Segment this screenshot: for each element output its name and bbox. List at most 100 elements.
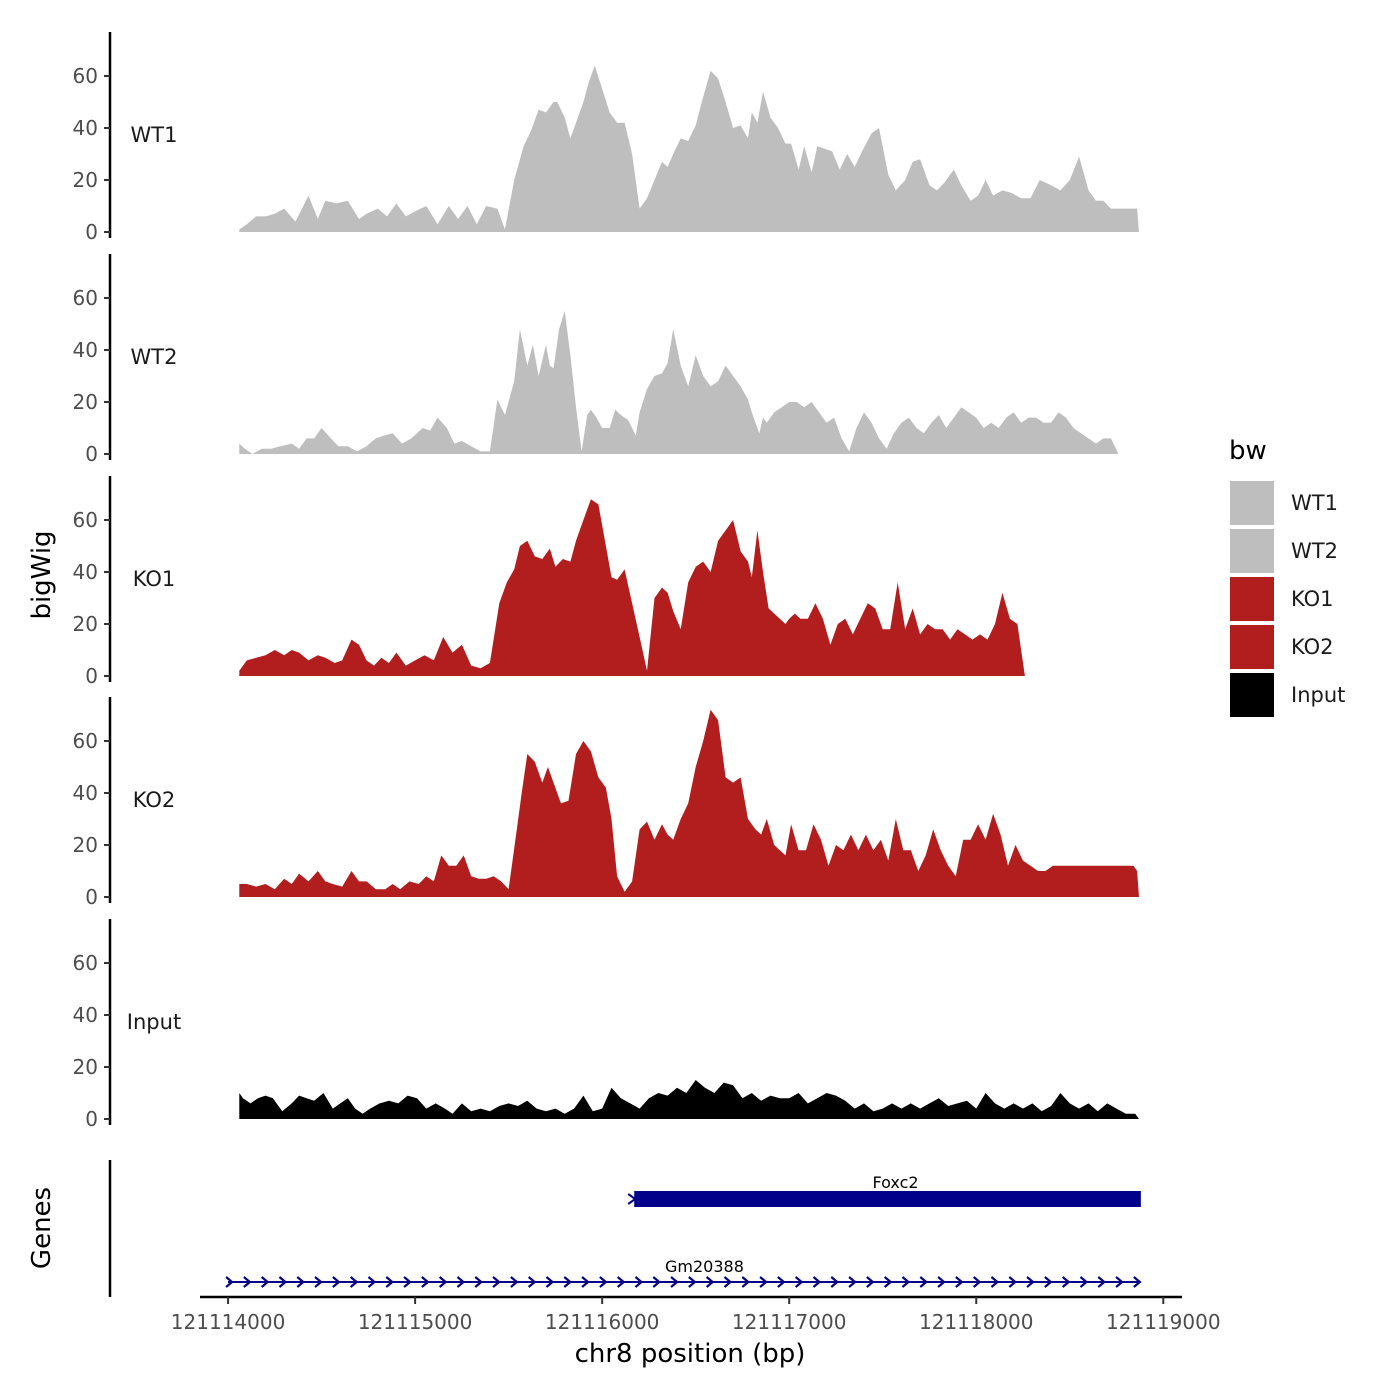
gene-track: Foxc2 Gm20388 — [108, 1160, 1142, 1297]
signal-area — [239, 499, 1140, 676]
gene-foxc2: Foxc2 — [627, 1173, 1141, 1207]
strand-arrow — [901, 1276, 911, 1288]
y-tick-label: 0 — [85, 664, 98, 688]
gene-exon-block — [634, 1191, 1141, 1207]
legend-label: KO1 — [1291, 587, 1334, 611]
strand-arrow — [278, 1276, 288, 1288]
signal-tracks: 0 20 40 60 WT1 0 20 40 60 WT2 0 20 40 60 KO1 0 20 40 60 KO2… — [73, 32, 1140, 1131]
strand-arrow — [367, 1276, 377, 1288]
signal-area — [239, 709, 1140, 897]
legend-label: WT2 — [1291, 539, 1338, 563]
legend-label: WT1 — [1291, 491, 1338, 515]
signal-area — [239, 311, 1140, 454]
y-tick-label: 0 — [85, 220, 98, 244]
y-tick-label: 20 — [73, 612, 98, 636]
legend-swatch — [1228, 623, 1276, 671]
strand-arrow — [243, 1276, 252, 1288]
strand-arrow — [474, 1276, 483, 1288]
y-tick-label: 40 — [73, 560, 98, 584]
x-tick-label: 121118000 — [919, 1310, 1034, 1334]
strand-arrow — [332, 1276, 341, 1288]
strand-arrow — [599, 1276, 608, 1288]
legend-label: KO2 — [1291, 635, 1334, 659]
strand-arrow — [1008, 1276, 1017, 1288]
strand-arrow — [919, 1276, 928, 1288]
y-tick-label: 60 — [73, 951, 98, 975]
strand-arrow — [955, 1276, 964, 1288]
y-tick-label: 0 — [85, 1107, 98, 1131]
track-ko2: 0 20 40 60 KO2 — [73, 697, 1140, 909]
gene-label: Foxc2 — [872, 1173, 918, 1192]
strand-arrow — [527, 1276, 537, 1288]
strand-arrow — [688, 1276, 697, 1288]
strand-arrow — [616, 1276, 626, 1288]
legend-title: bw — [1229, 436, 1267, 466]
y-tick-label: 20 — [73, 390, 98, 414]
track-label: WT1 — [131, 123, 178, 147]
strand-arrow — [403, 1276, 412, 1288]
y-tick-label: 60 — [73, 508, 98, 532]
x-tick-label: 121119000 — [1106, 1310, 1221, 1334]
track-wt1: 0 20 40 60 WT1 — [73, 32, 1140, 244]
strand-arrow — [1097, 1276, 1106, 1288]
strand-arrow — [741, 1276, 750, 1288]
strand-arrow — [1115, 1276, 1124, 1288]
strand-arrow — [634, 1276, 644, 1288]
y-tick-label: 20 — [73, 168, 98, 192]
strand-arrow — [1133, 1276, 1142, 1288]
strand-arrow — [349, 1276, 359, 1288]
strand-arrow — [385, 1276, 394, 1288]
strand-arrow — [492, 1276, 501, 1288]
strand-arrow — [670, 1276, 679, 1288]
strand-arrow — [883, 1276, 893, 1288]
track-label: WT2 — [131, 345, 178, 369]
strand-arrow — [1044, 1276, 1053, 1288]
track-ko1: 0 20 40 60 KO1 — [73, 476, 1140, 688]
y-tick-label: 0 — [85, 442, 98, 466]
strand-arrow — [652, 1276, 661, 1288]
legend-swatch — [1228, 575, 1276, 623]
strand-arrow — [794, 1276, 804, 1288]
gene-label: Gm20388 — [665, 1257, 744, 1276]
gene-gm20388: Gm20388 — [225, 1257, 1142, 1288]
strand-arrow — [705, 1276, 715, 1288]
track-label: Input — [127, 1010, 181, 1034]
track-label: KO1 — [133, 567, 176, 591]
strand-arrow — [225, 1276, 234, 1288]
strand-arrow — [937, 1276, 946, 1288]
strand-arrow — [777, 1276, 786, 1288]
strand-arrow — [812, 1276, 822, 1288]
legend-swatch — [1228, 671, 1276, 719]
y-tick-label: 40 — [73, 116, 98, 140]
genes-axis-title: Genes — [27, 1187, 57, 1269]
signal-area — [239, 1080, 1140, 1119]
y-tick-label: 40 — [73, 338, 98, 362]
legend-swatch — [1228, 479, 1276, 527]
strand-arrow — [1061, 1276, 1071, 1288]
x-axis: 121114000 121115000 121116000 121117000 1211… — [171, 1295, 1221, 1334]
y-tick-label: 20 — [73, 833, 98, 857]
strand-arrow — [438, 1276, 448, 1288]
track-label: KO2 — [133, 788, 176, 812]
strand-arrow — [1026, 1276, 1035, 1288]
strand-arrow — [972, 1276, 982, 1288]
signal-area — [239, 65, 1140, 232]
strand-arrow — [421, 1276, 430, 1288]
strand-arrow — [830, 1276, 839, 1288]
y-tick-label: 0 — [85, 885, 98, 909]
y-tick-label: 60 — [73, 64, 98, 88]
track-wt2: 0 20 40 60 WT2 — [73, 254, 1140, 466]
strand-arrow — [848, 1276, 857, 1288]
strand-arrow — [563, 1276, 572, 1288]
strand-arrow — [314, 1276, 323, 1288]
x-tick-label: 121116000 — [545, 1310, 660, 1334]
strand-arrow — [581, 1276, 590, 1288]
strand-arrow — [260, 1276, 270, 1288]
y-tick-label: 60 — [73, 286, 98, 310]
track-input: 0 20 40 60 Input — [73, 919, 1140, 1131]
y-tick-label: 40 — [73, 1003, 98, 1027]
legend-swatch — [1228, 527, 1276, 575]
legend: bw WT1 WT2 KO1 KO2 Input — [1228, 436, 1345, 719]
x-tick-label: 121115000 — [358, 1310, 473, 1334]
